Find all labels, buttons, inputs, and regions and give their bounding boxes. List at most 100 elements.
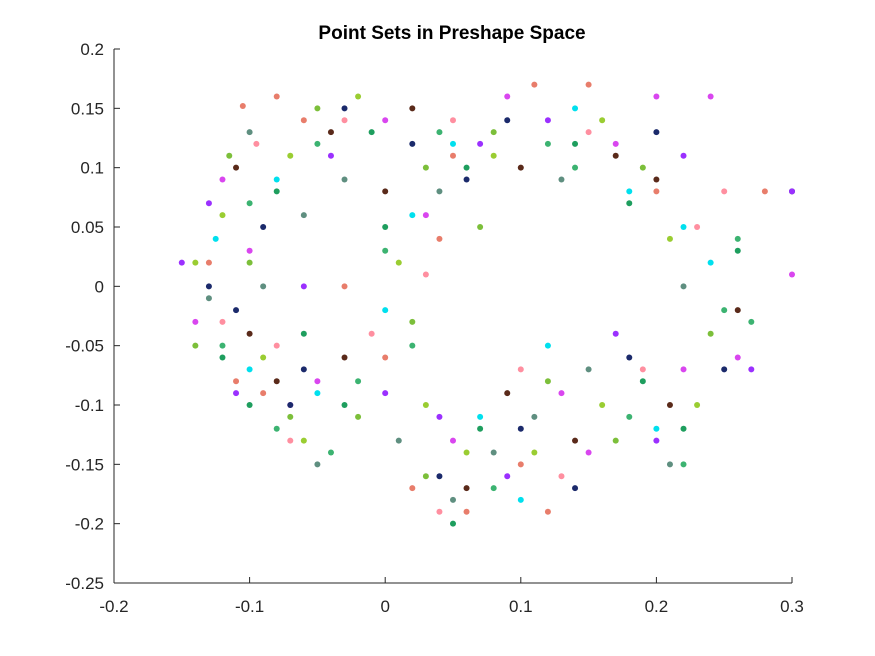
scatter-point [327, 449, 334, 456]
scatter-point [734, 354, 741, 361]
scatter-point [327, 129, 334, 136]
scatter-point [253, 140, 260, 147]
scatter-point [273, 93, 280, 100]
scatter-point [612, 140, 619, 147]
scatter-point [490, 485, 497, 492]
scatter-point [260, 354, 267, 361]
scatter-point [585, 449, 592, 456]
scatter-point [246, 402, 253, 408]
scatter-point [355, 93, 362, 100]
scatter-point [572, 140, 579, 147]
scatter-point [626, 200, 633, 207]
scatter-point [422, 271, 429, 278]
scatter-point [599, 402, 606, 408]
scatter-point [436, 235, 443, 242]
scatter-point [707, 93, 714, 100]
scatter-point [327, 152, 334, 159]
scatter-point [422, 402, 429, 408]
scatter-point [233, 390, 240, 397]
scatter-point [450, 152, 456, 159]
scatter-point [422, 212, 429, 219]
scatter-point [314, 378, 321, 385]
scatter-point [653, 176, 660, 183]
scatter-point [666, 461, 673, 468]
x-tick-label: 0.3 [780, 597, 804, 616]
scatter-point [219, 318, 226, 325]
scatter-point [531, 413, 538, 420]
scatter-point [314, 461, 321, 468]
scatter-point [287, 413, 294, 420]
scatter-point [382, 188, 389, 195]
x-tick-label: 0 [380, 597, 389, 616]
scatter-point [721, 307, 728, 314]
y-tick-label: -0.2 [75, 515, 104, 534]
scatter-point [205, 295, 212, 302]
y-tick-label: 0.1 [80, 159, 104, 178]
x-tick-label: -0.1 [235, 597, 264, 616]
scatter-point [314, 105, 321, 112]
scatter-point [558, 176, 565, 183]
scatter-point [612, 152, 619, 159]
scatter-point [463, 176, 470, 183]
scatter-point [653, 425, 660, 432]
scatter-point [748, 366, 755, 373]
scatter-point [382, 117, 389, 124]
scatter-point [300, 366, 307, 373]
scatter-point [205, 283, 212, 290]
scatter-point [260, 224, 267, 230]
scatter-point [233, 307, 240, 314]
scatter-point [585, 366, 592, 373]
scatter-point [382, 307, 389, 314]
scatter-point [450, 437, 456, 444]
scatter-point [246, 129, 253, 136]
scatter-point [463, 449, 470, 456]
scatter-point [558, 473, 565, 480]
scatter-point [517, 366, 524, 373]
scatter-point [504, 117, 511, 124]
scatter-point [273, 342, 280, 349]
scatter-point [355, 413, 362, 420]
scatter-point [246, 366, 253, 373]
y-tick-label: -0.1 [75, 396, 104, 415]
scatter-point [572, 105, 579, 112]
scatter-point [409, 342, 416, 349]
scatter-point [734, 235, 741, 242]
scatter-point [450, 117, 456, 124]
scatter-point [653, 93, 660, 100]
scatter-point [382, 354, 389, 361]
scatter-point [761, 188, 768, 195]
scatter-point [368, 330, 375, 337]
scatter-point [273, 188, 280, 195]
scatter-point [395, 259, 402, 266]
scatter-point [666, 235, 673, 242]
scatter-point [246, 200, 253, 207]
scatter-point [341, 402, 348, 408]
scatter-point [707, 259, 714, 266]
scatter-point [544, 140, 551, 147]
scatter-point [789, 188, 795, 195]
scatter-point [599, 117, 606, 124]
scatter-point [409, 140, 416, 147]
scatter-point [382, 390, 389, 397]
scatter-point [422, 164, 429, 171]
scatter-point [504, 93, 511, 100]
scatter-point [341, 105, 348, 112]
scatter-point [585, 81, 592, 88]
scatter-point [233, 164, 240, 171]
scatter-point [504, 473, 511, 480]
scatter-point [789, 271, 795, 278]
scatter-point [409, 318, 416, 325]
scatter-point [219, 176, 226, 183]
scatter-point [721, 188, 728, 195]
y-tick-label: -0.15 [65, 455, 104, 474]
scatter-point [517, 425, 524, 432]
y-tick-label: 0.15 [71, 99, 104, 118]
scatter-point [382, 247, 389, 254]
scatter-point [436, 413, 443, 420]
scatter-point [287, 437, 294, 444]
scatter-point [477, 224, 484, 230]
scatter-point [450, 520, 456, 527]
scatter-point [490, 449, 497, 456]
scatter-point [639, 164, 646, 171]
scatter-point [572, 485, 579, 492]
